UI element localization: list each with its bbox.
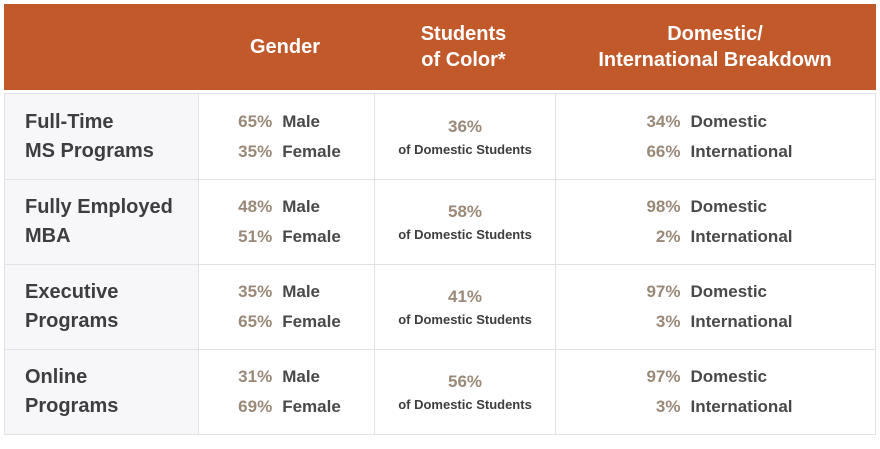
international-percent: 2% [655,227,681,246]
table-row-fully-employed-mba: Fully Employed MBA 48% Male 51% Female 5… [5,179,875,264]
international-percent: 3% [655,312,681,331]
gender-cell: 65% Male 35% Female [198,94,374,179]
international-stat: 2% International [638,227,793,247]
soc-caption: of Domestic Students [398,227,532,242]
domestic-label: Domestic [690,282,768,301]
students-of-color-cell: 56% of Domestic Students [374,350,555,434]
breakdown-cell: 97% Domestic 3% International [555,350,875,434]
gender-stats: 35% Male 65% Female [232,282,341,332]
soc-percent: 41% [447,287,483,306]
program-name-cell: Fully Employed MBA [5,180,198,264]
international-stat: 3% International [638,397,793,417]
international-percent: 3% [655,397,681,416]
table-body: Full-Time MS Programs 65% Male 35% Femal… [4,93,876,435]
international-percent: 66% [646,141,681,161]
female-percent: 65% [238,312,273,331]
table-row-online: Online Programs 31% Male 69% Female 56% [5,349,875,434]
domestic-stat: 98% Domestic [638,197,792,217]
program-name-line1: Executive [25,281,119,303]
male-label: Male [282,197,320,216]
international-label: International [690,227,793,246]
female-label: Female [282,312,341,331]
program-name-line2: Programs [25,395,119,417]
gender-cell: 31% Male 69% Female [198,350,374,434]
male-stat: 35% Male [232,282,341,302]
domestic-stat: 34% Domestic [638,112,792,132]
international-stat: 3% International [638,312,793,332]
breakdown-stats: 97% Domestic 3% International [638,282,792,332]
domestic-percent: 34% [646,111,681,131]
domestic-label: Domestic [690,111,768,131]
male-stat: 65% Male [232,112,341,132]
header-breakdown: Domestic/ International Breakdown [598,23,832,71]
soc-caption: of Domestic Students [398,141,532,157]
international-label: International [690,141,793,161]
header-students-of-color: Students of Color* [420,23,507,71]
female-label: Female [282,227,341,246]
male-percent: 35% [238,282,273,301]
female-percent: 69% [238,397,273,416]
soc-caption: of Domestic Students [398,312,532,327]
program-stats-table: Gender Students of Color* Domestic/ Inte… [4,4,876,435]
international-label: International [690,397,793,416]
table-header-row: Gender Students of Color* Domestic/ Inte… [4,4,876,90]
male-percent: 31% [238,367,273,386]
female-stat: 69% Female [232,397,341,417]
breakdown-stats: 97% Domestic 3% International [638,367,792,417]
male-percent: 48% [238,197,273,216]
domestic-stat: 97% Domestic [638,367,792,387]
female-percent: 35% [238,141,273,161]
male-percent: 65% [238,111,273,131]
gender-stats: 65% Male 35% Female [232,112,341,162]
students-of-color-cell: 58% of Domestic Students [374,180,555,264]
program-name-cell: Online Programs [5,350,198,434]
domestic-label: Domestic [690,367,768,386]
table-row-full-time-ms: Full-Time MS Programs 65% Male 35% Femal… [5,94,875,179]
program-name-cell: Executive Programs [5,265,198,349]
female-stat: 51% Female [232,227,341,247]
female-label: Female [282,141,341,161]
students-of-color-cell: 41% of Domestic Students [374,265,555,349]
domestic-percent: 97% [646,282,681,301]
gender-stats: 31% Male 69% Female [232,367,341,417]
soc-percent: 36% [447,116,483,136]
table-row-executive: Executive Programs 35% Male 65% Female 4… [5,264,875,349]
domestic-percent: 97% [646,367,681,386]
soc-percent: 56% [447,372,483,391]
program-name-line2: Programs [25,310,119,332]
male-label: Male [282,282,320,301]
breakdown-stats: 98% Domestic 2% International [638,197,792,247]
program-name-line2: MS Programs [25,139,154,162]
soc-percent: 58% [447,202,483,221]
gender-cell: 48% Male 51% Female [198,180,374,264]
gender-cell: 35% Male 65% Female [198,265,374,349]
female-label: Female [282,397,341,416]
gender-stats: 48% Male 51% Female [232,197,341,247]
male-stat: 48% Male [232,197,341,217]
program-name-line1: Fully Employed [25,196,173,218]
program-name-cell: Full-Time MS Programs [5,94,198,179]
header-gender: Gender [249,36,321,58]
female-percent: 51% [238,227,273,246]
soc-caption: of Domestic Students [398,397,532,412]
breakdown-cell: 98% Domestic 2% International [555,180,875,264]
program-name-line1: Full-Time [25,110,114,133]
program-name-line1: Online [25,366,88,388]
program-name-line2: MBA [25,225,71,247]
breakdown-cell: 34% Domestic 66% International [555,94,875,179]
international-label: International [690,312,793,331]
male-label: Male [282,111,320,131]
male-stat: 31% Male [232,367,341,387]
male-label: Male [282,367,320,386]
domestic-stat: 97% Domestic [638,282,792,302]
international-stat: 66% International [638,142,792,162]
female-stat: 65% Female [232,312,341,332]
domestic-percent: 98% [646,197,681,216]
domestic-label: Domestic [690,197,768,216]
female-stat: 35% Female [232,142,341,162]
breakdown-stats: 34% Domestic 66% International [638,112,792,162]
breakdown-cell: 97% Domestic 3% International [555,265,875,349]
students-of-color-cell: 36% of Domestic Students [374,94,555,179]
